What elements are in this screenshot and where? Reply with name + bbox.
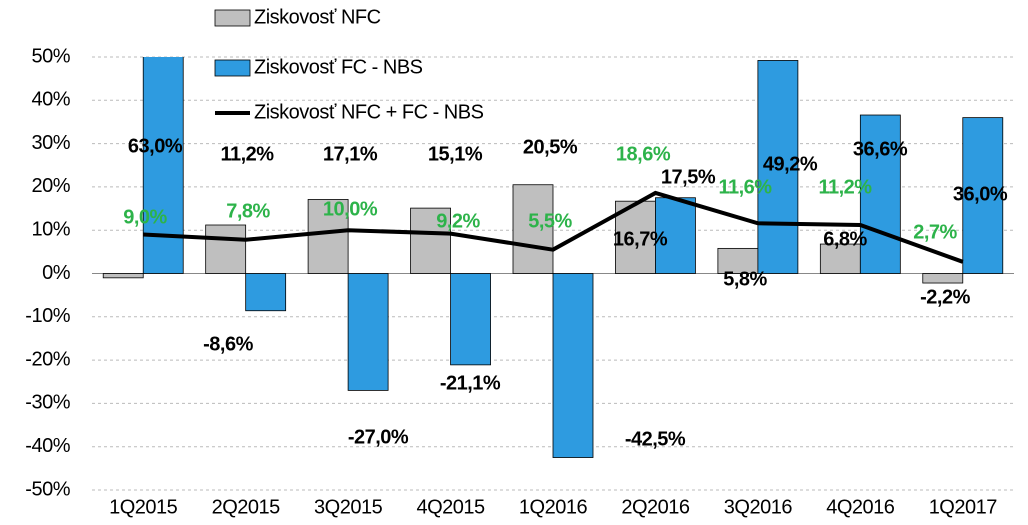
y-tick-label: 10% xyxy=(31,218,70,240)
value-label: -8,6% xyxy=(203,333,253,355)
legend-swatch xyxy=(214,59,251,77)
x-tick-label: 1Q2016 xyxy=(519,496,588,518)
value-label: 17,5% xyxy=(661,166,716,188)
bar xyxy=(347,273,389,391)
bar xyxy=(512,184,554,274)
value-label: 11,2% xyxy=(818,176,872,198)
value-label: -21,1% xyxy=(440,372,501,394)
bar xyxy=(410,207,451,274)
legend-label: Ziskovosť FC - NBS xyxy=(254,56,423,78)
value-label: 5,8% xyxy=(723,268,767,290)
y-tick-label: 30% xyxy=(31,132,70,154)
x-tick-label: 1Q2017 xyxy=(929,496,998,518)
value-label: -27,0% xyxy=(348,426,409,448)
value-label: 15,1% xyxy=(428,143,483,165)
plot-area xyxy=(102,57,1004,458)
value-label: 9,0% xyxy=(123,206,167,228)
bar xyxy=(205,224,247,274)
y-tick-label: 40% xyxy=(31,89,70,111)
y-tick-label: -20% xyxy=(25,348,70,370)
bar xyxy=(962,117,1004,274)
value-label: 11,2% xyxy=(220,143,274,165)
value-label: 5,5% xyxy=(528,210,572,232)
value-label: 16,7% xyxy=(613,228,668,250)
bar xyxy=(307,199,349,274)
value-label: 18,6% xyxy=(616,143,671,165)
bar xyxy=(245,273,287,312)
legend-swatch xyxy=(214,9,251,27)
x-tick-label: 4Q2016 xyxy=(826,496,895,518)
value-label: 20,5% xyxy=(523,136,578,158)
x-tick-label: 2Q2015 xyxy=(212,496,281,518)
value-label: 2,7% xyxy=(913,221,957,243)
value-label: 7,8% xyxy=(226,200,270,222)
x-tick-label: 2Q2016 xyxy=(621,496,690,518)
x-tick-label: 3Q2016 xyxy=(724,496,793,518)
line xyxy=(143,190,964,264)
x-tick-label: 4Q2015 xyxy=(416,496,485,518)
legend-label: Ziskovosť NFC + FC - NBS xyxy=(254,101,484,123)
bar xyxy=(655,197,696,274)
bar xyxy=(859,114,901,274)
labels: 11,2% 17,1% 15,1% 20,5% 16,7% 5,8% 6,8% -2,2% Zi… xyxy=(123,6,1008,450)
bar xyxy=(757,60,799,274)
value-label: 63,0% xyxy=(128,135,183,157)
x-tick-label: 1Q2015 xyxy=(109,496,178,518)
y-tick-label: 50% xyxy=(31,45,70,67)
value-label: -2,2% xyxy=(920,286,970,308)
value-label: 9,2% xyxy=(436,210,480,232)
y-tick-label: -50% xyxy=(25,478,70,500)
value-label: -42,5% xyxy=(625,428,686,450)
bar xyxy=(717,247,759,274)
bar xyxy=(450,273,491,366)
value-label: 36,0% xyxy=(953,183,1008,205)
y-tick-label: -40% xyxy=(25,435,70,457)
value-label: 10,0% xyxy=(323,198,378,220)
y-tick-label: 0% xyxy=(42,262,71,284)
value-label: 36,6% xyxy=(853,138,908,160)
bar xyxy=(102,273,144,279)
bar xyxy=(552,273,594,458)
y-tick-label: -30% xyxy=(25,392,70,414)
x-tick-label: 3Q2015 xyxy=(314,496,383,518)
value-label: 49,2% xyxy=(763,153,818,175)
value-label: 11,6% xyxy=(718,176,772,198)
y-tick-label: 20% xyxy=(31,175,70,197)
value-label: 6,8% xyxy=(823,228,867,250)
value-label: 17,1% xyxy=(323,143,378,165)
y-tick-label: -10% xyxy=(25,305,70,327)
bar xyxy=(922,273,964,284)
legend-label: Ziskovosť NFC xyxy=(254,6,381,28)
